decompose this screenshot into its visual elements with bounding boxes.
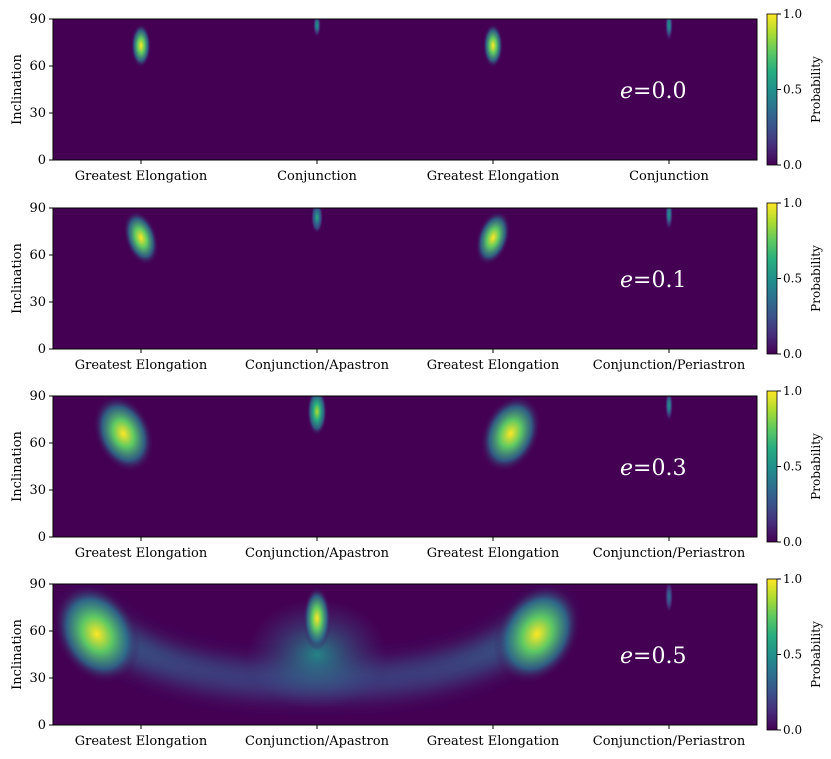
probability-peak (493, 584, 581, 684)
colorbar-tick-label: 0.0 (783, 347, 802, 361)
probability-fan (247, 599, 387, 710)
y-axis-label: Inclination (10, 618, 25, 689)
x-tick-label: Greatest Elongation (427, 546, 560, 561)
colorbar-label: Probability (809, 433, 823, 500)
x-tick-label: Conjunction/Periastron (593, 546, 746, 561)
colorbar-tick-label: 0.5 (783, 83, 802, 97)
plot-frame (52, 18, 758, 161)
colorbar-label: Probability (809, 245, 823, 312)
y-tick-label: 60 (29, 624, 46, 639)
colorbar-tick-label: 1.0 (783, 572, 802, 586)
colorbar-label: Probability (809, 56, 823, 123)
probability-peak (123, 210, 159, 265)
y-tick-label: 90 (29, 389, 46, 404)
x-tick-label: Greatest Elongation (427, 734, 560, 749)
y-tick-label: 90 (29, 12, 46, 27)
probability-peak (311, 208, 323, 234)
x-tick-label: Conjunction/Periastron (593, 358, 746, 373)
y-tick-label: 0 (38, 153, 46, 168)
panel-0: 0 30 60 90 Inclination Greatest Elongation Con… (10, 7, 823, 184)
plot-frame (52, 207, 758, 350)
colorbar-tick-label: 1.0 (783, 196, 802, 210)
x-tick-label: Greatest Elongation (75, 358, 208, 373)
y-tick-label: 60 (29, 248, 46, 263)
eccentricity-annotation: e=0.0 (620, 79, 686, 104)
y-tick-label: 90 (29, 577, 46, 592)
y-tick-label: 30 (29, 295, 46, 310)
eccentricity-annotation: e=0.3 (620, 456, 686, 481)
heatmap-blobs (131, 19, 673, 68)
heatmap-background (53, 208, 757, 349)
plot-frame (52, 395, 758, 538)
y-tick-label: 90 (29, 201, 46, 216)
plot-frame (52, 583, 758, 726)
colorbar (766, 13, 778, 166)
y-axis-label: Inclination (10, 242, 25, 313)
probability-peak (307, 396, 327, 436)
probability-peak (53, 584, 141, 684)
probability-peak (483, 23, 503, 68)
probability-peak (131, 23, 151, 68)
probability-peak (665, 19, 673, 42)
heatmap-blobs (93, 396, 673, 472)
colorbar-label: Probability (809, 621, 823, 688)
probability-peak (313, 19, 321, 38)
panel-1: 0 30 60 90 Inclination Greatest Elongation Con… (10, 196, 823, 373)
probability-peak (665, 396, 673, 422)
x-tick-label: Conjunction/Apastron (245, 734, 390, 749)
x-tick-label: Conjunction (277, 169, 357, 184)
colorbar-tick-label: 1.0 (783, 384, 802, 398)
panel-3: 0 30 60 90 Inclination Greatest Elongation Con… (10, 572, 823, 749)
heatmap-blobs (123, 208, 673, 265)
x-tick-label: Conjunction (629, 169, 709, 184)
probability-peak (93, 396, 154, 472)
y-axis-label: Inclination (10, 53, 25, 124)
colorbar (766, 390, 778, 543)
y-tick-label: 0 (38, 718, 46, 733)
colorbar-tick-label: 0.5 (783, 460, 802, 474)
colorbar (766, 578, 778, 731)
probability-peak (665, 584, 673, 613)
heatmap-background (53, 396, 757, 537)
y-tick-label: 30 (29, 106, 46, 121)
heatmap-background (53, 19, 757, 160)
probability-peak (480, 396, 541, 472)
colorbar-tick-label: 0.0 (783, 158, 802, 172)
colorbar-tick-label: 0.5 (783, 648, 802, 662)
colorbar-tick-label: 0.0 (783, 535, 802, 549)
y-tick-label: 60 (29, 59, 46, 74)
y-tick-label: 60 (29, 436, 46, 451)
x-tick-label: Greatest Elongation (427, 169, 560, 184)
heatmap-blobs (53, 584, 673, 710)
y-tick-label: 30 (29, 671, 46, 686)
x-tick-label: Conjunction/Apastron (245, 546, 390, 561)
colorbar-tick-label: 0.5 (783, 272, 802, 286)
eccentricity-annotation: e=0.5 (620, 644, 686, 669)
x-tick-label: Greatest Elongation (427, 358, 560, 373)
eccentricity-annotation: e=0.1 (620, 268, 686, 293)
probability-peak (303, 586, 331, 651)
x-tick-label: Greatest Elongation (75, 546, 208, 561)
panel-2: 0 30 60 90 Inclination Greatest Elongation Con… (10, 384, 823, 561)
probability-peak (665, 208, 673, 231)
colorbar (766, 202, 778, 355)
y-tick-label: 0 (38, 530, 46, 545)
y-tick-label: 0 (38, 342, 46, 357)
x-tick-label: Conjunction/Periastron (593, 734, 746, 749)
y-axis-label: Inclination (10, 430, 25, 501)
colorbar-tick-label: 1.0 (783, 7, 802, 21)
x-tick-label: Conjunction/Apastron (245, 358, 390, 373)
x-tick-label: Greatest Elongation (75, 734, 208, 749)
probability-peak (475, 210, 511, 265)
x-tick-label: Greatest Elongation (75, 169, 208, 184)
colorbar-tick-label: 0.0 (783, 723, 802, 737)
y-tick-label: 30 (29, 483, 46, 498)
